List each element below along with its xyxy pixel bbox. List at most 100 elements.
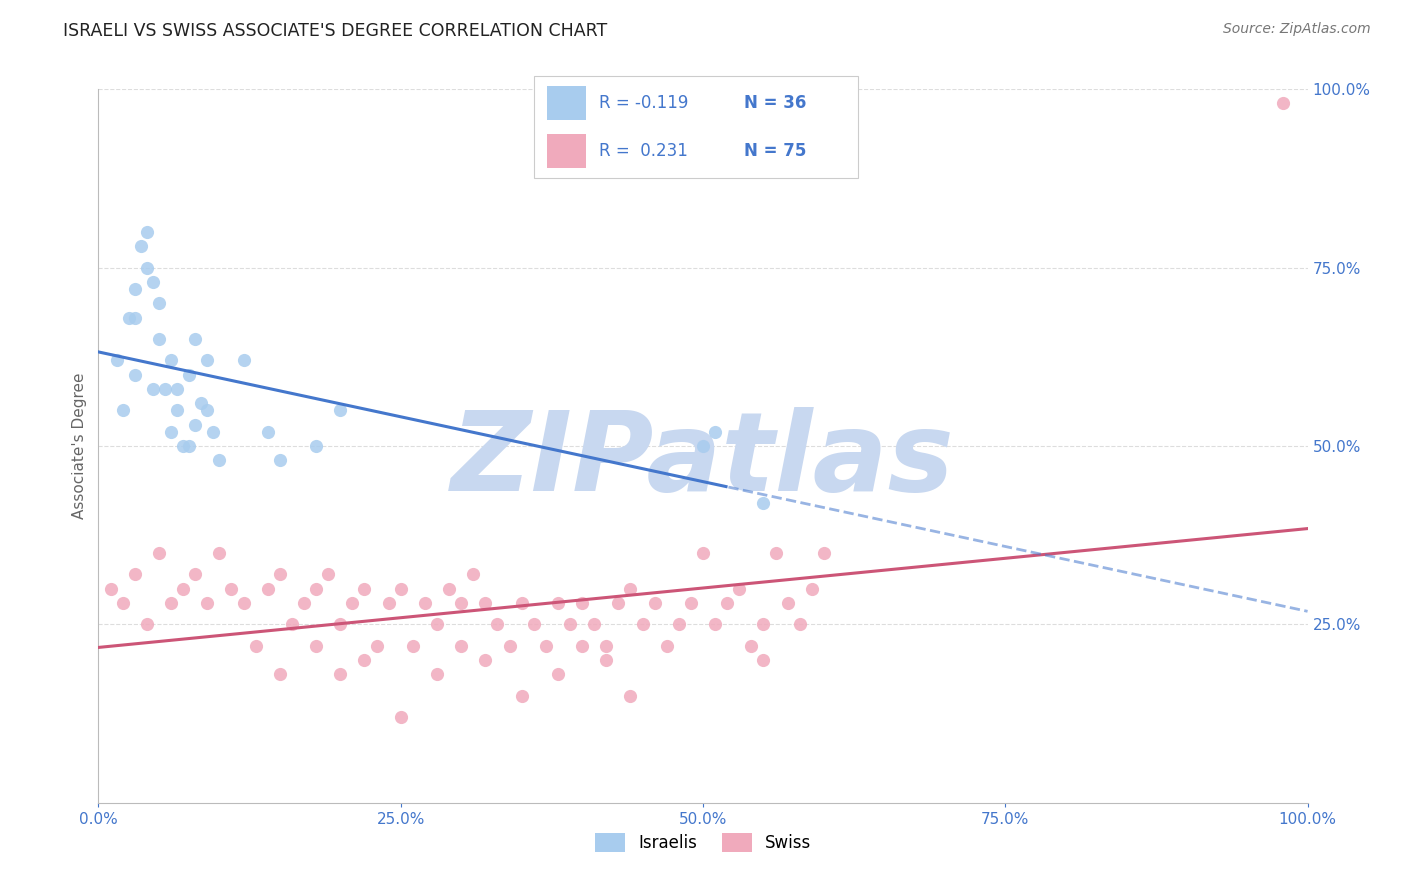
Point: [172, 439, 194, 453]
Point: [716, 596, 738, 610]
Point: [534, 639, 557, 653]
Point: [619, 582, 641, 596]
Point: [142, 275, 165, 289]
Text: ISRAELI VS SWISS ASSOCIATE'S DEGREE CORRELATION CHART: ISRAELI VS SWISS ASSOCIATE'S DEGREE CORR…: [63, 22, 607, 40]
Point: [329, 617, 352, 632]
Point: [148, 546, 170, 560]
Point: [329, 667, 352, 681]
Point: [305, 582, 328, 596]
Point: [765, 546, 787, 560]
Point: [752, 617, 775, 632]
Point: [800, 582, 823, 596]
Point: [179, 368, 201, 382]
Point: [547, 667, 569, 681]
Point: [619, 689, 641, 703]
Point: [474, 653, 496, 667]
Text: ZIPatlas: ZIPatlas: [451, 407, 955, 514]
Point: [148, 296, 170, 310]
Point: [124, 567, 146, 582]
FancyBboxPatch shape: [534, 76, 858, 178]
Point: [105, 353, 128, 368]
Point: [704, 617, 727, 632]
Point: [111, 596, 134, 610]
Point: [129, 239, 152, 253]
Point: [463, 567, 485, 582]
Point: [583, 617, 606, 632]
Point: [1272, 96, 1295, 111]
Point: [704, 425, 727, 439]
Point: [595, 653, 617, 667]
Point: [510, 596, 533, 610]
Point: [571, 596, 593, 610]
Text: R = -0.119: R = -0.119: [599, 94, 689, 112]
Point: [269, 567, 291, 582]
Point: [208, 546, 231, 560]
Point: [190, 396, 212, 410]
Point: [160, 353, 183, 368]
Point: [571, 639, 593, 653]
Point: [486, 617, 509, 632]
Point: [184, 417, 207, 432]
Point: [184, 567, 207, 582]
Point: [644, 596, 666, 610]
Point: [342, 596, 364, 610]
Point: [221, 582, 243, 596]
Point: [752, 653, 775, 667]
Point: [100, 582, 122, 596]
Point: [316, 567, 339, 582]
Point: [523, 617, 546, 632]
Point: [160, 596, 183, 610]
Point: [813, 546, 835, 560]
Point: [148, 332, 170, 346]
Point: [269, 453, 291, 467]
Point: [377, 596, 399, 610]
Point: [135, 260, 157, 275]
Point: [728, 582, 751, 596]
Point: [202, 425, 225, 439]
Point: [305, 439, 328, 453]
Point: [679, 596, 702, 610]
Point: [789, 617, 811, 632]
Point: [195, 596, 218, 610]
Point: [692, 439, 714, 453]
Point: [305, 639, 328, 653]
Point: [124, 310, 146, 325]
Point: [558, 617, 581, 632]
Point: [631, 617, 654, 632]
Point: [184, 332, 207, 346]
Point: [124, 368, 146, 382]
Point: [413, 596, 436, 610]
Point: [269, 667, 291, 681]
Text: N = 75: N = 75: [745, 142, 807, 161]
Point: [740, 639, 762, 653]
Point: [195, 403, 218, 417]
Point: [245, 639, 267, 653]
Text: R =  0.231: R = 0.231: [599, 142, 688, 161]
Point: [426, 617, 449, 632]
Point: [547, 596, 569, 610]
Point: [256, 425, 278, 439]
Point: [402, 639, 425, 653]
Point: [172, 582, 194, 596]
Point: [389, 582, 412, 596]
Point: [153, 382, 176, 396]
Point: [655, 639, 678, 653]
Bar: [547, 87, 586, 120]
Point: [142, 382, 165, 396]
Point: [474, 596, 496, 610]
Point: [124, 282, 146, 296]
Text: Source: ZipAtlas.com: Source: ZipAtlas.com: [1223, 22, 1371, 37]
Point: [232, 353, 254, 368]
Text: N = 36: N = 36: [745, 94, 807, 112]
Point: [595, 639, 617, 653]
Point: [118, 310, 141, 325]
Bar: [547, 135, 586, 168]
Point: [437, 582, 460, 596]
Point: [195, 353, 218, 368]
Point: [111, 403, 134, 417]
Point: [208, 453, 231, 467]
Point: [510, 689, 533, 703]
Point: [668, 617, 690, 632]
Point: [135, 225, 157, 239]
Point: [353, 582, 375, 596]
